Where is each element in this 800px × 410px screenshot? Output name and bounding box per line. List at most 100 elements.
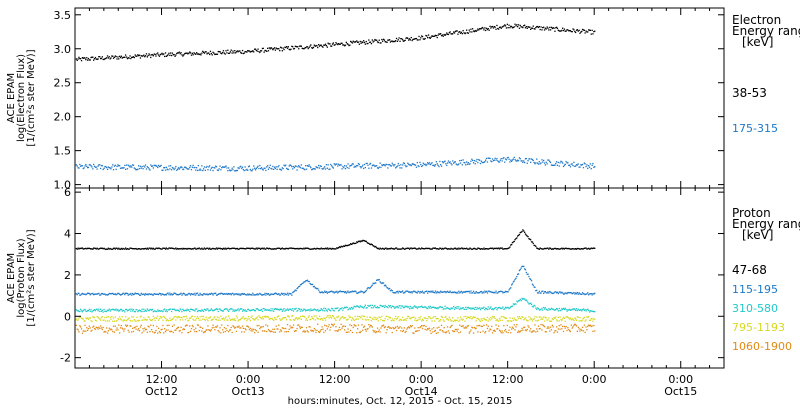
data-point xyxy=(267,47,269,49)
data-point xyxy=(111,309,113,311)
data-point xyxy=(292,319,295,321)
data-point xyxy=(569,330,571,332)
data-point xyxy=(85,294,87,296)
data-point xyxy=(377,167,379,169)
data-point xyxy=(447,160,450,162)
data-point xyxy=(112,317,115,319)
data-point xyxy=(138,248,140,250)
data-point xyxy=(378,307,380,309)
data-point xyxy=(521,26,523,28)
data-point xyxy=(258,309,260,311)
data-point xyxy=(327,164,329,166)
data-point xyxy=(106,248,109,250)
data-point xyxy=(224,166,226,168)
data-point xyxy=(344,168,347,170)
data-point xyxy=(249,310,251,312)
data-point xyxy=(564,247,566,249)
data-point xyxy=(489,157,491,160)
data-point xyxy=(154,53,156,56)
data-point xyxy=(591,29,593,31)
data-point xyxy=(573,291,575,294)
data-point xyxy=(105,331,107,333)
data-point xyxy=(295,290,297,292)
data-point xyxy=(549,26,551,29)
data-point xyxy=(499,26,501,28)
data-point xyxy=(303,330,305,332)
data-point xyxy=(100,247,103,249)
data-point xyxy=(486,308,489,311)
data-point xyxy=(144,164,147,166)
data-point xyxy=(531,283,534,285)
data-point xyxy=(539,308,541,311)
data-point xyxy=(189,52,192,54)
data-point xyxy=(536,26,538,28)
data-point xyxy=(353,324,355,326)
data-point xyxy=(265,308,267,311)
data-point xyxy=(456,30,458,32)
data-point xyxy=(136,325,138,328)
data-point xyxy=(282,168,284,170)
data-point xyxy=(587,292,589,294)
data-point xyxy=(307,316,309,318)
data-point xyxy=(214,292,216,295)
data-point xyxy=(172,54,174,56)
data-point xyxy=(418,291,420,293)
data-point xyxy=(180,248,182,250)
data-point xyxy=(474,292,476,294)
data-point xyxy=(527,160,529,162)
data-point xyxy=(293,330,296,333)
data-point xyxy=(564,292,566,294)
data-point xyxy=(484,27,486,29)
data-point xyxy=(91,166,93,168)
data-point xyxy=(283,164,285,166)
data-point xyxy=(344,291,346,294)
data-point xyxy=(390,307,392,309)
data-point xyxy=(544,331,546,333)
data-point xyxy=(558,325,560,327)
data-point xyxy=(175,293,177,295)
data-point xyxy=(145,310,148,312)
data-point xyxy=(522,161,524,163)
data-point xyxy=(260,247,263,250)
data-point xyxy=(190,169,193,171)
data-point xyxy=(319,318,321,321)
data-point xyxy=(542,318,544,320)
data-point xyxy=(456,319,458,322)
data-point xyxy=(240,318,242,320)
data-point xyxy=(106,294,108,296)
data-point xyxy=(349,316,351,319)
data-point xyxy=(376,247,378,249)
data-point xyxy=(536,158,538,160)
data-point xyxy=(317,308,319,311)
data-point xyxy=(537,292,540,294)
data-point xyxy=(395,318,398,320)
data-point xyxy=(332,309,334,311)
data-point xyxy=(124,164,126,167)
data-point xyxy=(172,247,174,250)
data-point xyxy=(514,23,516,25)
data-point xyxy=(212,318,214,321)
data-point xyxy=(297,247,299,250)
data-point xyxy=(581,308,584,311)
data-point xyxy=(145,53,148,55)
data-point xyxy=(325,291,328,293)
data-point xyxy=(493,26,495,28)
data-point xyxy=(425,247,427,249)
data-point xyxy=(528,238,530,240)
data-point xyxy=(544,247,546,250)
data-point xyxy=(594,247,596,249)
data-point xyxy=(304,281,306,283)
data-point xyxy=(87,59,89,61)
data-point xyxy=(195,53,197,55)
data-point xyxy=(269,294,271,296)
data-point xyxy=(343,325,345,327)
data-point xyxy=(547,326,549,328)
data-point xyxy=(236,169,238,172)
data-point xyxy=(331,166,334,168)
data-point xyxy=(140,248,142,250)
data-point xyxy=(306,46,309,48)
data-point xyxy=(194,316,196,318)
data-point xyxy=(125,168,127,170)
data-point xyxy=(296,288,298,290)
data-point xyxy=(474,316,476,319)
